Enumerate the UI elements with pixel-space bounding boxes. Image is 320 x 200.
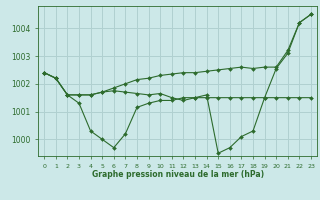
X-axis label: Graphe pression niveau de la mer (hPa): Graphe pression niveau de la mer (hPa) [92, 170, 264, 179]
